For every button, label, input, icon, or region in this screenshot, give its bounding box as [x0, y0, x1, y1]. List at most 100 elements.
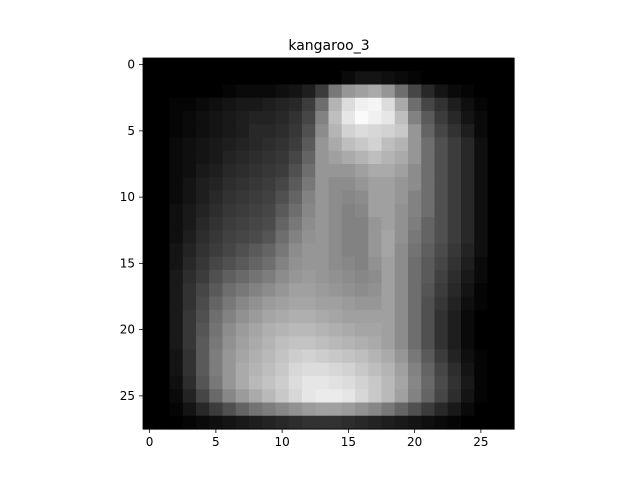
x-axis: 0 5 10 15 20 25	[146, 429, 489, 449]
heatmap-cell	[275, 323, 290, 337]
heatmap-cell	[222, 349, 237, 364]
heatmap-cell	[275, 336, 290, 351]
heatmap-cell	[381, 58, 396, 72]
heatmap-cell	[368, 203, 383, 218]
heatmap-cell	[341, 376, 356, 390]
heatmap-cell	[275, 230, 290, 245]
heatmap-cell	[341, 177, 356, 192]
heatmap-cell	[182, 270, 197, 284]
heatmap-cell	[262, 97, 277, 112]
heatmap-cell	[368, 137, 383, 152]
heatmap-cell	[209, 323, 224, 337]
heatmap-cell	[235, 124, 250, 139]
heatmap-cell	[288, 243, 303, 258]
heatmap-cell	[222, 415, 237, 430]
heatmap-cell	[447, 190, 462, 205]
heatmap-cell	[143, 349, 157, 364]
heatmap-cell	[275, 190, 290, 205]
heatmap-cell	[262, 84, 277, 99]
heatmap-cell	[447, 58, 462, 72]
heatmap-cell	[381, 84, 396, 99]
heatmap-cell	[341, 389, 356, 404]
heatmap-cell	[328, 256, 343, 271]
heatmap-cell	[302, 111, 316, 125]
heatmap-cell	[222, 323, 237, 337]
heatmap-cell	[288, 124, 303, 139]
heatmap-cell	[182, 137, 197, 152]
heatmap-cell	[315, 309, 330, 324]
heatmap-cell	[182, 71, 197, 86]
heatmap-cell	[169, 217, 184, 231]
heatmap-cell	[315, 150, 330, 165]
heatmap-cell	[341, 349, 356, 364]
heatmap-cell	[461, 137, 475, 152]
heatmap-cell	[434, 415, 449, 430]
heatmap-cell	[408, 58, 422, 72]
heatmap-cell	[235, 203, 250, 218]
heatmap-cell	[302, 84, 316, 99]
heatmap-cell	[381, 243, 396, 258]
heatmap-cell	[288, 349, 303, 364]
y-tick-label: 15	[120, 256, 135, 270]
heatmap-cell	[315, 71, 330, 86]
heatmap-cell	[381, 389, 396, 404]
heatmap-cell	[355, 84, 369, 99]
heatmap-cell	[302, 389, 316, 404]
heatmap-cell	[222, 270, 237, 284]
heatmap-cell	[394, 402, 409, 417]
heatmap-cell	[143, 111, 157, 125]
heatmap-cell	[182, 190, 197, 205]
heatmap-cell	[341, 124, 356, 139]
heatmap-cell	[487, 124, 502, 139]
heatmap-cell	[196, 283, 210, 298]
heatmap-cell	[328, 296, 343, 311]
heatmap-cell	[328, 150, 343, 165]
heatmap-cell	[302, 349, 316, 364]
heatmap-cell	[182, 336, 197, 351]
heatmap-cell	[222, 150, 237, 165]
heatmap-cell	[500, 217, 515, 231]
heatmap-cell	[302, 243, 316, 258]
heatmap-cell	[461, 415, 475, 430]
heatmap-cell	[500, 283, 515, 298]
heatmap-cell	[315, 164, 330, 178]
heatmap-cell	[182, 217, 197, 231]
heatmap-cell	[474, 230, 489, 245]
heatmap-cell	[461, 283, 475, 298]
heatmap-cell	[368, 309, 383, 324]
heatmap-cell	[447, 402, 462, 417]
heatmap-cell	[222, 243, 237, 258]
heatmap-cell	[474, 58, 489, 72]
heatmap-cell	[182, 177, 197, 192]
heatmap-cell	[209, 270, 224, 284]
heatmap-cell	[288, 362, 303, 377]
heatmap-cell	[315, 243, 330, 258]
heatmap-cell	[275, 111, 290, 125]
heatmap-cell	[196, 296, 210, 311]
heatmap-cell	[341, 323, 356, 337]
heatmap-cell	[196, 190, 210, 205]
chart-title: kangaroo_3	[288, 38, 369, 54]
heatmap-cell	[368, 243, 383, 258]
heatmap-cell	[275, 58, 290, 72]
heatmap-cell	[182, 283, 197, 298]
heatmap-cell	[235, 217, 250, 231]
heatmap-cell	[262, 190, 277, 205]
heatmap-cell	[328, 362, 343, 377]
heatmap-cell	[288, 137, 303, 152]
heatmap-cell	[368, 402, 383, 417]
heatmap-cell	[262, 415, 277, 430]
heatmap-cell	[182, 164, 197, 178]
heatmap-cell	[328, 336, 343, 351]
heatmap-cell	[500, 243, 515, 258]
heatmap-cell	[249, 124, 263, 139]
heatmap-cell	[500, 349, 515, 364]
heatmap-cell	[196, 376, 210, 390]
heatmap-cell	[328, 164, 343, 178]
heatmap-cell	[368, 376, 383, 390]
heatmap-cell	[447, 111, 462, 125]
heatmap-cell	[156, 243, 171, 258]
heatmap-cell	[275, 243, 290, 258]
heatmap-cell	[500, 97, 515, 112]
heatmap-cell	[196, 111, 210, 125]
